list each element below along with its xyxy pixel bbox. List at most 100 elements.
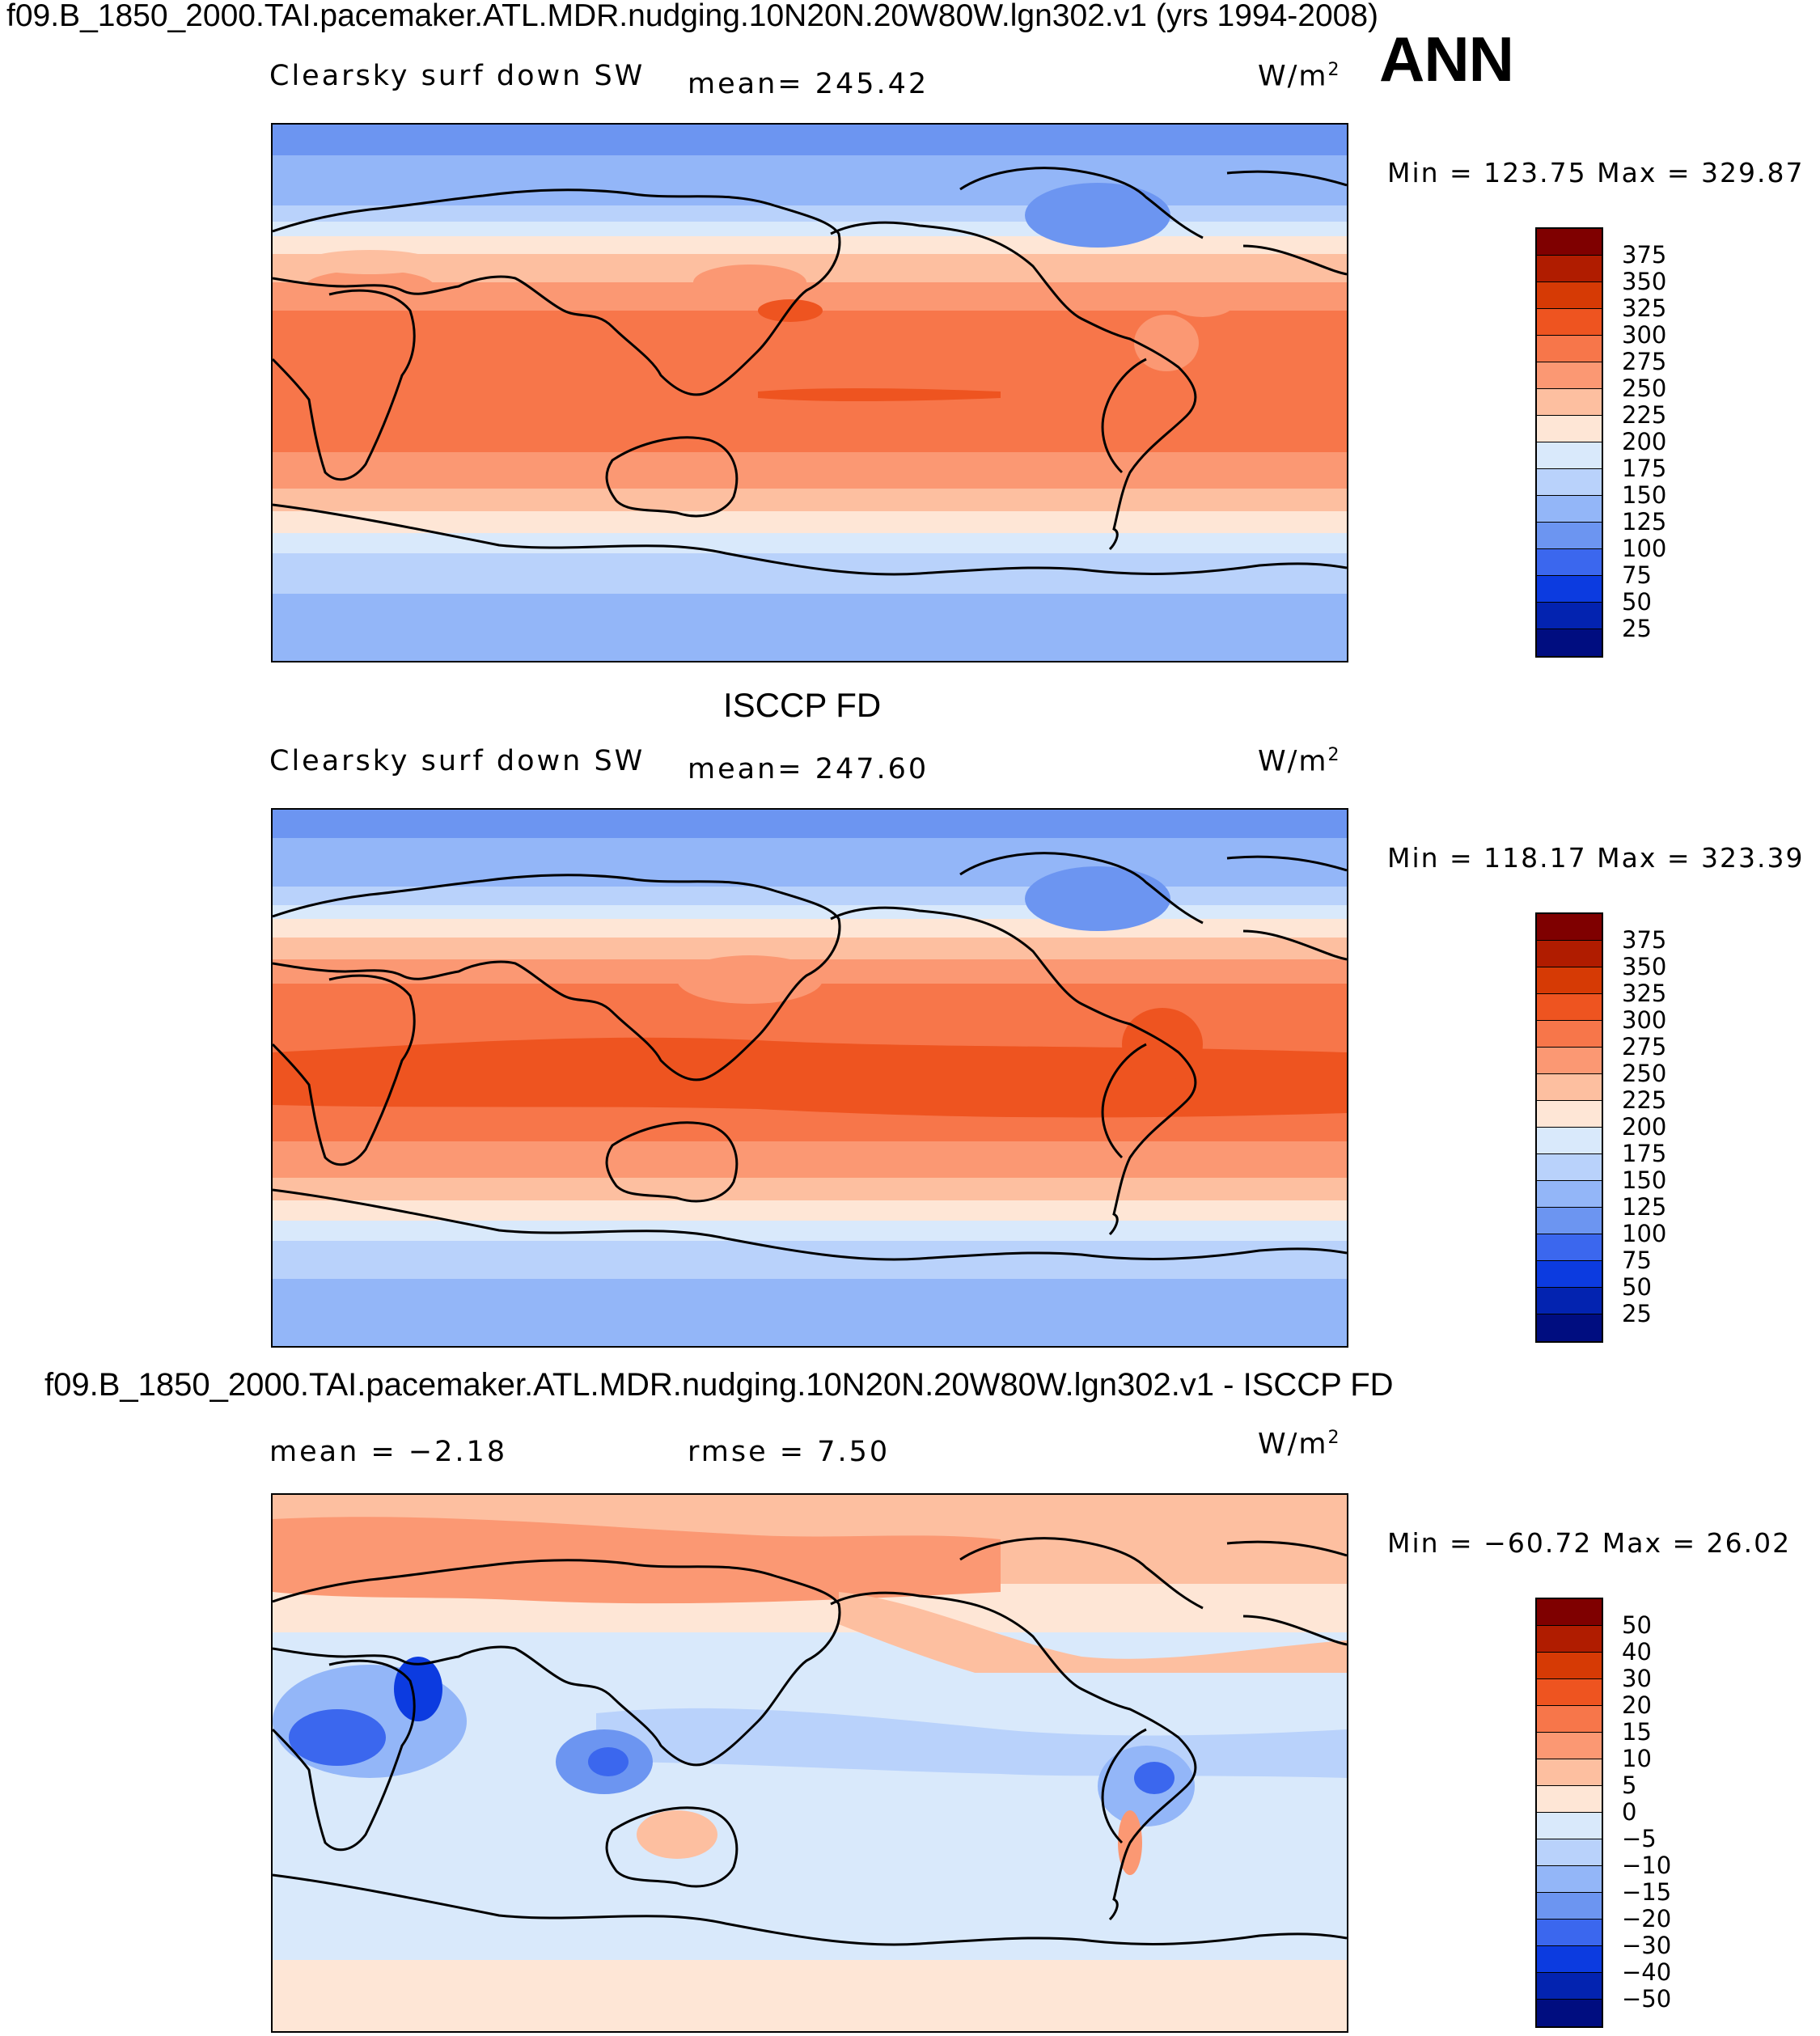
colorbar-label: 300 [1622,321,1667,349]
colorbar-swatch [1537,1679,1602,1706]
panel3-minmax: Min = −60.72 Max = 26.02 [1387,1527,1792,1559]
colorbar-swatch [1537,629,1602,656]
panel3-units: W/m2 [1258,1428,1340,1461]
colorbar-label: 350 [1622,268,1667,295]
panel1-units: W/m2 [1258,60,1340,93]
colorbar-label: 325 [1622,294,1667,322]
colorbar-label: −10 [1622,1852,1672,1879]
panel2-mean: mean= 247.60 [688,753,929,785]
colorbar-label: 100 [1622,535,1667,562]
colorbar-swatch [1537,1234,1602,1261]
colorbar-swatch [1537,967,1602,994]
panel3-heading: f09.B_1850_2000.TAI.pacemaker.ATL.MDR.nu… [44,1367,1394,1403]
panel2-map [271,808,1348,1348]
colorbar-swatch [1537,1101,1602,1128]
colorbar-label: 75 [1622,1247,1652,1274]
colorbar-swatch [1537,1208,1602,1234]
colorbar-label: 0 [1622,1798,1637,1826]
colorbar-swatch [1537,1706,1602,1733]
colorbar-swatch [1537,1048,1602,1074]
colorbar-swatch [1537,229,1602,256]
colorbar-swatch [1537,994,1602,1021]
colorbar-label: 150 [1622,1166,1667,1194]
colorbar-swatch [1537,523,1602,549]
colorbar-label: 125 [1622,508,1667,535]
panel1-map [271,123,1348,662]
colorbar-label: −5 [1622,1825,1657,1852]
colorbar-label: −40 [1622,1958,1672,1986]
colorbar-swatch [1537,336,1602,362]
panel1-minmax: Min = 123.75 Max = 329.87 [1387,157,1805,188]
colorbar-label: 300 [1622,1006,1667,1034]
colorbar-swatch [1537,1653,1602,1679]
panel2-colorbar [1535,912,1603,1343]
colorbar-swatch [1537,469,1602,496]
panel2-units: W/m2 [1258,745,1340,778]
panel1-variable: Clearsky surf down SW [269,60,645,92]
figure-title: f09.B_1850_2000.TAI.pacemaker.ATL.MDR.nu… [6,0,1379,33]
panel2-variable: Clearsky surf down SW [269,745,645,777]
colorbar-label: 350 [1622,953,1667,980]
panel1-map-field [273,125,1347,661]
colorbar-label: 50 [1622,1611,1652,1639]
colorbar-label: 225 [1622,1086,1667,1114]
colorbar-swatch [1537,549,1602,576]
colorbar-swatch [1537,282,1602,309]
panel3-map [271,1493,1348,2033]
colorbar-swatch [1537,914,1602,941]
panel2-map-field [273,810,1347,1346]
panel1-colorbar [1535,227,1603,658]
colorbar-label: −20 [1622,1905,1672,1932]
colorbar-label: 375 [1622,926,1667,954]
colorbar-swatch [1537,1261,1602,1288]
colorbar-swatch [1537,1626,1602,1653]
panel3-map-field [273,1495,1347,2031]
colorbar-swatch [1537,1128,1602,1154]
colorbar-label: 75 [1622,561,1652,589]
colorbar-swatch [1537,1181,1602,1208]
panel3-rmse: rmse = 7.50 [688,1436,891,1468]
colorbar-swatch [1537,1866,1602,1893]
colorbar-label: 175 [1622,455,1667,482]
colorbar-swatch [1537,1893,1602,1920]
colorbar-label: 50 [1622,1273,1652,1301]
colorbar-swatch [1537,1074,1602,1101]
colorbar-label: 5 [1622,1771,1637,1799]
colorbar-swatch [1537,416,1602,442]
colorbar-swatch [1537,1839,1602,1866]
colorbar-label: 30 [1622,1665,1652,1692]
colorbar-label: 50 [1622,588,1652,616]
colorbar-label: 25 [1622,615,1652,642]
colorbar-swatch [1537,2000,1602,2026]
colorbar-label: −30 [1622,1932,1672,1959]
panel2-heading: ISCCP FD [723,686,882,724]
colorbar-swatch [1537,1973,1602,2000]
colorbar-label: 225 [1622,401,1667,429]
colorbar-label: 325 [1622,980,1667,1007]
colorbar-label: 25 [1622,1300,1652,1327]
colorbar-swatch [1537,603,1602,629]
season-label: ANN [1379,23,1514,95]
colorbar-label: −15 [1622,1878,1672,1906]
colorbar-label: 250 [1622,375,1667,402]
colorbar-swatch [1537,1759,1602,1786]
colorbar-swatch [1537,576,1602,603]
colorbar-swatch [1537,1920,1602,1946]
colorbar-swatch [1537,1733,1602,1759]
colorbar-label: 20 [1622,1691,1652,1719]
colorbar-swatch [1537,1154,1602,1181]
panel3-colorbar [1535,1598,1603,2028]
colorbar-swatch [1537,1946,1602,1973]
colorbar-label: 100 [1622,1220,1667,1247]
colorbar-label: 10 [1622,1745,1652,1772]
colorbar-label: 200 [1622,428,1667,455]
colorbar-swatch [1537,309,1602,336]
colorbar-swatch [1537,1314,1602,1341]
colorbar-label: 275 [1622,1033,1667,1060]
colorbar-swatch [1537,362,1602,389]
colorbar-swatch [1537,496,1602,523]
colorbar-swatch [1537,1786,1602,1813]
panel3-mean: mean = −2.18 [269,1436,508,1468]
colorbar-swatch [1537,1021,1602,1048]
colorbar-swatch [1537,1813,1602,1839]
